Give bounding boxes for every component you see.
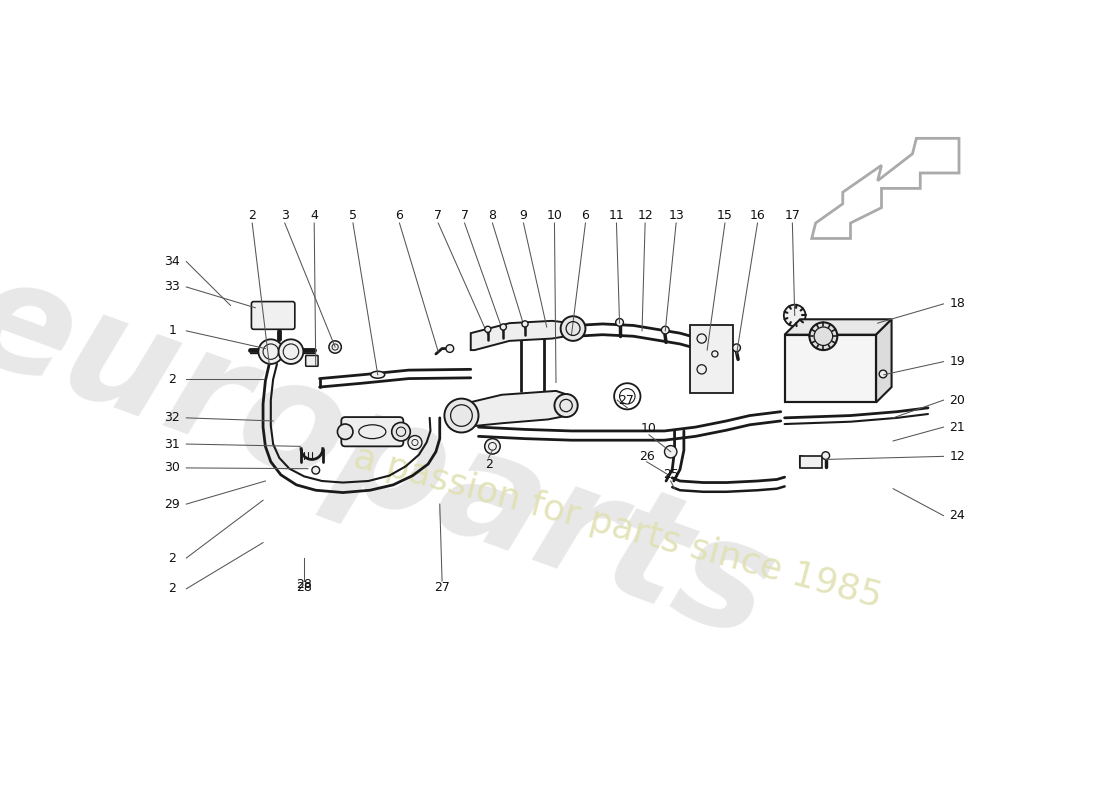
Text: 2: 2	[168, 373, 176, 386]
Text: 26: 26	[639, 450, 654, 463]
Text: 24: 24	[949, 509, 966, 522]
Text: 12: 12	[637, 209, 653, 222]
Circle shape	[822, 452, 829, 459]
Text: 7: 7	[461, 209, 469, 222]
Text: 15: 15	[717, 209, 733, 222]
Text: 9: 9	[519, 209, 527, 222]
Text: 25: 25	[663, 468, 679, 482]
Text: 10: 10	[641, 422, 657, 435]
Text: 7: 7	[434, 209, 442, 222]
Text: 1: 1	[168, 324, 176, 338]
Text: 34: 34	[165, 255, 180, 268]
Text: 10: 10	[547, 209, 562, 222]
Text: 33: 33	[165, 281, 180, 294]
Bar	[784, 334, 876, 402]
Text: 31: 31	[165, 438, 180, 450]
Bar	[784, 334, 876, 402]
Text: 2: 2	[249, 209, 256, 222]
FancyBboxPatch shape	[306, 355, 318, 366]
Circle shape	[554, 394, 578, 417]
Circle shape	[561, 316, 585, 341]
Text: 32: 32	[165, 411, 180, 424]
Text: europarts: europarts	[0, 243, 792, 672]
Text: 16: 16	[749, 209, 766, 222]
Circle shape	[485, 326, 491, 332]
Text: 28: 28	[296, 578, 312, 591]
Circle shape	[329, 341, 341, 353]
Polygon shape	[471, 321, 575, 350]
Text: 27: 27	[618, 394, 634, 406]
Text: 2: 2	[168, 551, 176, 565]
Bar	[800, 456, 822, 468]
Circle shape	[733, 344, 740, 352]
Circle shape	[485, 438, 501, 454]
FancyBboxPatch shape	[252, 302, 295, 330]
Circle shape	[444, 398, 478, 433]
Circle shape	[661, 326, 669, 334]
Text: 27: 27	[434, 581, 450, 594]
Circle shape	[258, 339, 283, 364]
Circle shape	[810, 322, 837, 350]
Circle shape	[616, 318, 624, 326]
Polygon shape	[784, 319, 892, 334]
Text: 3: 3	[280, 209, 288, 222]
Text: 21: 21	[949, 421, 966, 434]
Circle shape	[664, 446, 676, 458]
Circle shape	[312, 466, 320, 474]
Text: a passion for parts since 1985: a passion for parts since 1985	[350, 440, 886, 614]
FancyBboxPatch shape	[341, 417, 404, 446]
Text: 6: 6	[396, 209, 404, 222]
Circle shape	[408, 435, 422, 450]
Text: 8: 8	[488, 209, 496, 222]
Text: 18: 18	[949, 298, 966, 310]
Ellipse shape	[371, 371, 385, 378]
Text: 17: 17	[784, 209, 801, 222]
Text: 13: 13	[669, 209, 684, 222]
Text: 2: 2	[485, 458, 493, 470]
Text: 20: 20	[949, 394, 966, 406]
Text: 6: 6	[582, 209, 590, 222]
Circle shape	[278, 339, 304, 364]
Circle shape	[446, 345, 453, 353]
Polygon shape	[463, 391, 568, 427]
Circle shape	[879, 370, 887, 378]
Text: 12: 12	[949, 450, 966, 463]
Circle shape	[392, 422, 410, 441]
Circle shape	[338, 424, 353, 439]
Text: 19: 19	[949, 355, 966, 368]
Circle shape	[500, 324, 506, 330]
Text: 11: 11	[608, 209, 625, 222]
Text: 4: 4	[310, 209, 318, 222]
Circle shape	[784, 305, 805, 326]
Text: 30: 30	[164, 462, 180, 474]
FancyBboxPatch shape	[262, 344, 299, 359]
Text: 28: 28	[296, 581, 312, 594]
Text: 29: 29	[165, 498, 180, 510]
Circle shape	[521, 321, 528, 327]
Bar	[690, 326, 733, 394]
Polygon shape	[876, 319, 892, 402]
Text: 2: 2	[168, 582, 176, 595]
Text: 5: 5	[349, 209, 358, 222]
